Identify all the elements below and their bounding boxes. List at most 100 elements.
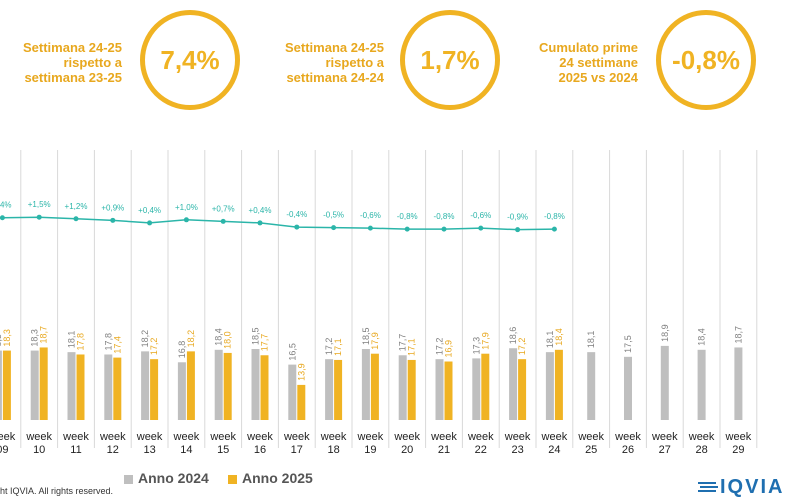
cumulative-point [331,225,337,231]
cumulative-label: +0,4% [138,206,161,215]
bar-2024 [361,349,370,420]
bar-2025 [150,359,159,420]
bar-label-2025: 17,4 [112,336,122,354]
x-tick-label: 10 [33,444,45,456]
x-tick-label: 29 [732,444,744,456]
cumulative-point [294,224,300,230]
x-tick-label: week [688,431,715,443]
bar-2025 [407,359,416,420]
x-tick-label: 24 [548,444,560,456]
cumulative-label: -0,8% [397,212,418,221]
bar-label-2024: 17,2 [324,338,334,356]
bar-2025 [334,359,343,420]
cumulative-label: +0,9% [101,203,124,212]
bar-label-2025: 17,2 [517,338,527,356]
cumulative-label: -0,4% [286,210,307,219]
bar-2025 [186,351,195,420]
x-tick-label: week [283,431,310,443]
bar-2024 [325,359,334,420]
bar-2024 [214,349,223,420]
bar-2024 [435,359,444,420]
x-tick-label: week [725,431,752,443]
x-tick-label: week [136,431,163,443]
x-tick-label: week [467,431,494,443]
bar-2025 [370,353,379,420]
bar-2025 [76,354,85,420]
bar-label-2024: 8,3 [0,334,3,347]
cumulative-point [257,220,263,226]
x-tick-label: 14 [180,444,192,456]
cumulative-label: -0,6% [360,211,381,220]
bar-label-2024: 18,1 [67,331,77,349]
x-tick-label: 27 [659,444,671,456]
cumulative-point [367,225,373,231]
cumulative-point [404,226,410,232]
x-tick-label: week [246,431,273,443]
kpi-2-label: Settimana 24-25 rispetto a settimana 24-… [285,40,384,85]
x-tick-label: 21 [438,444,450,456]
legend-2024: Anno 2024 [124,470,209,486]
bar-label-2025: 17,7 [260,334,270,352]
bar-label-2025: 17,8 [76,333,86,351]
bar-2024 [104,354,113,420]
x-tick-label: week [25,431,52,443]
x-tick-label: week [357,431,384,443]
bar-2024 [660,345,669,420]
x-tick-label: 09 [0,444,9,456]
bar-label-2024: 17,5 [623,335,633,353]
bar-label-2024: 18,1 [545,331,555,349]
x-tick-label: 18 [327,444,339,456]
x-tick-label: 15 [217,444,229,456]
bar-label-2024: 18,1 [586,331,596,349]
x-tick-label: week [541,431,568,443]
cumulative-line [2,216,555,231]
bar-label-2024: 18,6 [508,327,518,345]
cumulative-point [551,226,557,232]
bar-label-2024: 17,7 [398,334,408,352]
bar-label-2024: 18,5 [251,327,261,345]
bar-label-2025: 13,9 [296,363,306,381]
x-tick-label: 22 [475,444,487,456]
bar-2024 [587,352,596,420]
x-tick-label: week [651,431,678,443]
legend-2024-swatch [124,474,133,484]
legend-2025: Anno 2025 [228,470,313,486]
cumulative-point [110,217,116,223]
cumulative-label: -0,6% [470,211,491,220]
bar-2024 [697,349,706,420]
cumulative-label: +1,0% [175,203,198,212]
cumulative-point [36,214,42,220]
bar-label-2024: 18,4 [214,328,224,346]
legend-2025-swatch [228,474,237,484]
bar-2025 [113,357,122,420]
x-tick-label: week [430,431,457,443]
bar-2024 [30,350,39,420]
x-tick-label: 17 [291,444,303,456]
cumulative-point [515,227,521,233]
bar-2024 [288,364,297,420]
cumulative-label: -0,9% [507,213,528,222]
kpi-3-value: -0,8% [672,44,740,75]
iqvia-logo: IQVIA [698,476,784,499]
bar-label-2024: 17,2 [435,338,445,356]
cumulative-point [183,217,189,223]
bar-label-2025: 17,2 [149,338,159,356]
x-tick-label: week [62,431,89,443]
bar-label-2025: 18,2 [186,330,196,348]
x-tick-label: week [504,431,531,443]
bar-label-2025: 18,0 [223,331,233,349]
x-tick-label: week [614,431,641,443]
iqvia-logo-text: IQVIA [720,476,785,498]
x-tick-label: week [320,431,347,443]
bar-2024 [251,349,260,420]
bar-2025 [297,384,306,420]
cumulative-label: +1,2% [65,202,88,211]
x-tick-label: 23 [511,444,523,456]
bar-label-2025: 17,1 [333,338,343,356]
bar-label-2025: 18,3 [2,329,12,347]
bar-2025 [481,353,490,420]
x-tick-label: 20 [401,444,413,456]
bar-label-2025: 18,4 [554,328,564,346]
cumulative-label: 1,4% [0,201,12,210]
bar-2025 [554,349,563,420]
